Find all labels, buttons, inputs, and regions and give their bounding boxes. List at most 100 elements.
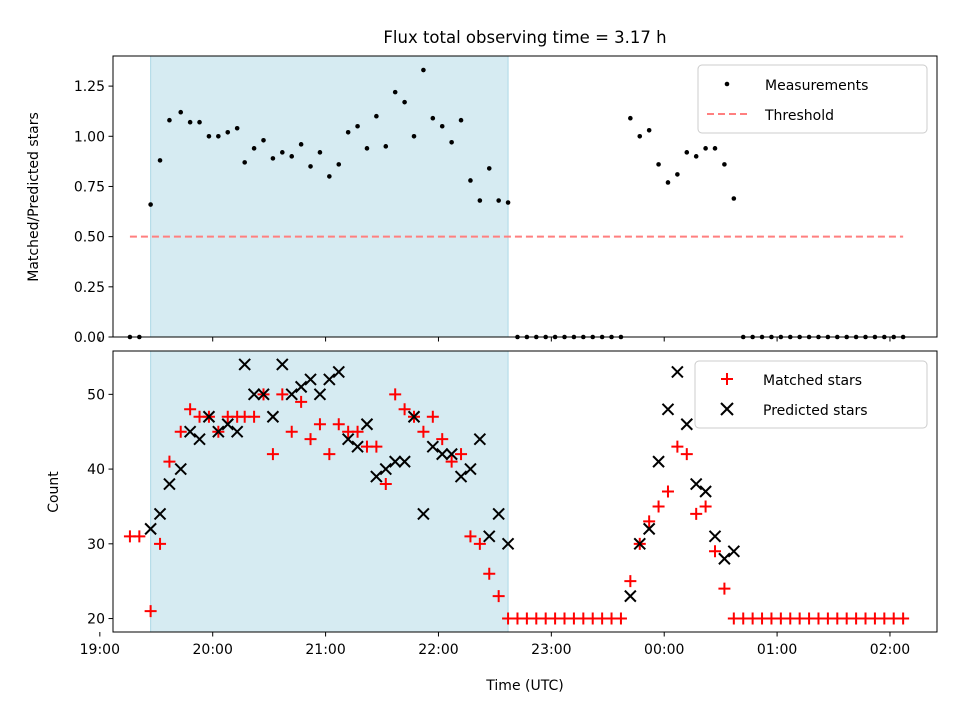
predicted-point — [483, 530, 496, 543]
measurement-point — [703, 146, 708, 151]
matched-point — [690, 507, 703, 520]
matched-point — [492, 590, 505, 603]
measurement-point — [411, 133, 417, 139]
measurement-point — [270, 156, 276, 161]
legend-label-threshold: Threshold — [764, 108, 834, 124]
predicted-point — [294, 380, 308, 394]
measurement-point — [187, 119, 193, 125]
predicted-point — [407, 410, 421, 423]
predicted-point — [360, 418, 374, 431]
x-tick-label: 00:00 — [644, 642, 684, 658]
matched-point — [154, 537, 167, 550]
measurement-point — [693, 154, 699, 159]
predicted-point — [633, 537, 646, 551]
matched-point — [680, 448, 693, 461]
measurement-point — [458, 117, 464, 123]
predicted-point — [661, 403, 675, 416]
predicted-point — [464, 462, 477, 476]
chart-title: Flux total observing time = 3.17 h — [383, 28, 666, 47]
predicted-point — [492, 507, 505, 521]
measurement-point — [261, 138, 266, 143]
measurement-point — [197, 119, 202, 125]
measurement-point — [206, 133, 212, 139]
matched-point — [389, 388, 402, 401]
predicted-point — [445, 447, 458, 461]
x-axis-label: Time (UTC) — [485, 678, 563, 694]
predicted-point — [202, 410, 216, 423]
measurement-point — [656, 162, 661, 167]
predicted-point — [652, 455, 665, 468]
predicted-point — [642, 522, 656, 536]
measurement-point — [242, 160, 247, 165]
matched-point — [643, 515, 656, 528]
matched-point — [266, 448, 279, 461]
observing-span-top — [150, 56, 509, 337]
predicted-point — [230, 425, 244, 438]
matched-point — [323, 448, 336, 461]
x-tick-label: 02:00 — [870, 642, 910, 658]
measurement-point — [364, 146, 370, 151]
matched-point — [370, 440, 383, 453]
predicted-point — [193, 432, 206, 446]
matched-point — [276, 388, 289, 401]
y-tick-label: 40 — [87, 462, 105, 478]
measurement-point — [374, 113, 379, 119]
measurement-point — [355, 123, 360, 129]
matched-point — [671, 440, 684, 453]
predicted-point — [417, 507, 430, 521]
predicted-point — [266, 410, 280, 423]
matched-point — [464, 530, 477, 543]
predicted-point — [144, 522, 157, 536]
predicted-point — [718, 552, 731, 565]
measurement-point — [505, 200, 511, 205]
matched-point — [313, 418, 326, 431]
matched-point — [473, 537, 486, 550]
measurement-point — [392, 89, 398, 95]
matched-point — [709, 545, 722, 558]
matched-point — [133, 530, 146, 543]
matched-point — [398, 403, 411, 416]
measurement-point — [298, 142, 304, 147]
measurement-point — [421, 67, 426, 73]
matched-point — [624, 575, 637, 588]
predicted-point — [174, 462, 187, 476]
predicted-point — [163, 477, 176, 491]
legend-label-measurements: Measurements — [765, 78, 868, 94]
matched-point — [295, 395, 308, 408]
measurement-point — [684, 150, 690, 155]
matched-point — [417, 425, 430, 438]
predicted-point — [257, 388, 270, 401]
measurement-point — [308, 164, 313, 169]
measurement-point — [665, 180, 671, 185]
matched-point — [455, 448, 468, 461]
top-x-ticks — [99, 337, 891, 342]
x-tick-label: 21:00 — [305, 642, 345, 658]
top-legend-box — [697, 64, 928, 134]
measurement-point — [157, 158, 163, 163]
predicted-point — [624, 589, 637, 603]
matched-point — [718, 582, 731, 595]
matched-point — [699, 500, 712, 513]
legend-label-matched: Matched stars — [763, 373, 862, 389]
predicted-point — [153, 507, 167, 521]
predicted-point — [388, 455, 402, 468]
bottom-legend: Matched stars Predicted stars — [694, 360, 928, 429]
measurement-point — [216, 133, 221, 139]
bottom-x-ticks: 19:00 20:00 21:00 22:00 23:00 00:00 01:00 02:00 — [80, 632, 910, 658]
matched-point — [144, 605, 157, 618]
predicted-point — [247, 388, 261, 401]
y-tick-label: 0.50 — [74, 230, 105, 246]
predicted-point — [699, 485, 712, 498]
measurement-point — [637, 133, 643, 139]
predicted-point — [671, 365, 684, 379]
top-y-ticks: 0.00 0.25 0.50 0.75 1.00 1.25 — [74, 79, 113, 346]
predicted-point — [341, 432, 355, 446]
top-axes-frame — [112, 55, 938, 338]
predicted-point — [436, 447, 449, 461]
measurement-point — [722, 162, 727, 167]
measurement-point — [628, 115, 633, 121]
y-tick-label: 50 — [87, 387, 105, 403]
predicted-point — [285, 388, 298, 401]
predicted-point — [351, 440, 364, 453]
